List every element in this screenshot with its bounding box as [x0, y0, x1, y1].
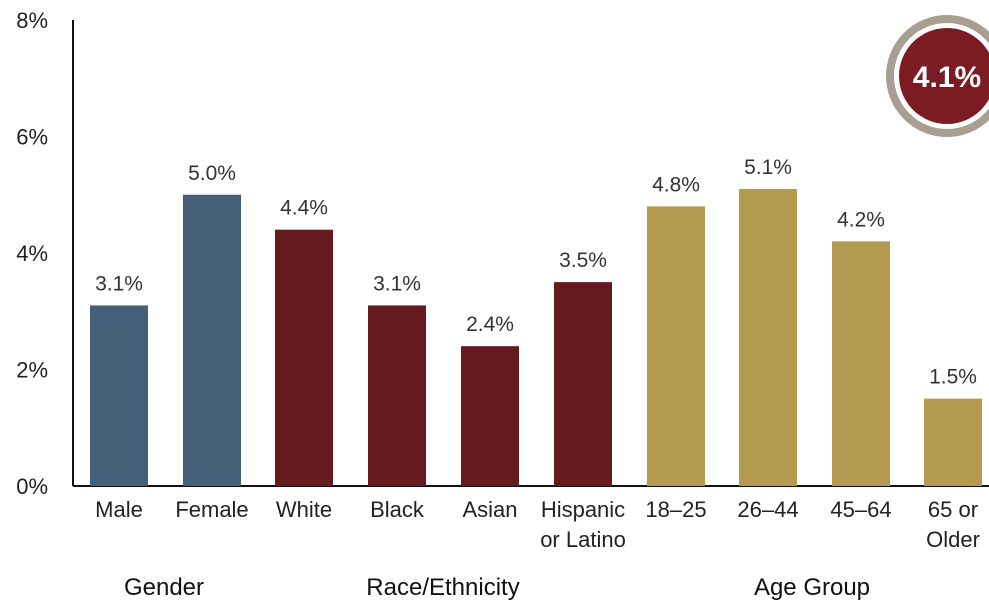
bar	[739, 188, 797, 487]
labels: 3.1% Male 5.0% Female 4.4% White 3.1% Black 2.4%…	[95, 156, 980, 601]
data-label: 3.1%	[373, 272, 421, 295]
y-tick-label: 8%	[16, 8, 48, 33]
group-label: Age Group	[754, 574, 870, 601]
category-label: Male	[95, 497, 143, 522]
y-tick-label: 2%	[16, 358, 48, 383]
bar	[924, 398, 982, 486]
bar	[461, 346, 519, 486]
category-label: 18–25	[645, 497, 706, 522]
category-label: 26–44	[737, 497, 798, 522]
badge-fill	[899, 28, 989, 124]
data-label: 3.5%	[559, 249, 607, 272]
badge-label: 4.1%	[913, 61, 981, 94]
category-label: Hispanic	[541, 497, 625, 522]
y-tick-label: 0%	[16, 474, 48, 499]
bars	[90, 188, 982, 487]
bar	[275, 229, 333, 486]
category-label: Asian	[462, 497, 517, 522]
category-label: Older	[926, 527, 980, 552]
group-label: Gender	[124, 574, 204, 601]
category-label: Black	[370, 497, 425, 522]
bar	[832, 241, 890, 486]
overall-badge: 4.1%	[886, 15, 989, 137]
data-label: 2.4%	[466, 313, 514, 336]
data-label: 4.4%	[280, 197, 328, 220]
bar	[368, 305, 426, 486]
data-label: 3.1%	[95, 272, 143, 295]
data-label: 4.2%	[837, 208, 885, 231]
data-label: 5.0%	[188, 162, 236, 185]
y-tick-label: 6%	[16, 125, 48, 150]
category-label: 45–64	[830, 497, 891, 522]
category-label: or Latino	[540, 527, 626, 552]
bar	[90, 305, 148, 486]
category-label: White	[276, 497, 332, 522]
group-label: Race/Ethnicity	[366, 574, 519, 601]
bar	[554, 282, 612, 486]
data-label: 1.5%	[929, 366, 977, 389]
bar	[647, 206, 705, 486]
data-label: 4.8%	[652, 173, 700, 196]
bar	[183, 194, 241, 486]
category-label: Female	[175, 497, 248, 522]
category-label: 65 or	[928, 497, 978, 522]
y-tick-label: 4%	[16, 241, 48, 266]
data-label: 5.1%	[744, 156, 792, 179]
